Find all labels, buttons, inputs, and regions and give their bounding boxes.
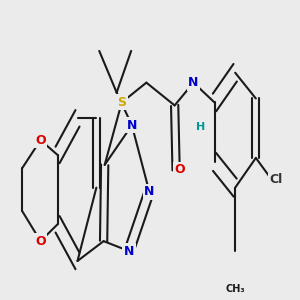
Text: O: O [35,235,46,248]
Text: O: O [35,134,46,147]
Text: CH₃: CH₃ [225,284,245,294]
Text: H: H [196,122,206,132]
Text: S: S [117,96,126,109]
Text: N: N [124,244,134,258]
Text: N: N [127,119,137,132]
Text: Cl: Cl [269,173,283,186]
Text: N: N [188,76,199,89]
Text: O: O [174,163,185,176]
Text: N: N [144,185,154,198]
